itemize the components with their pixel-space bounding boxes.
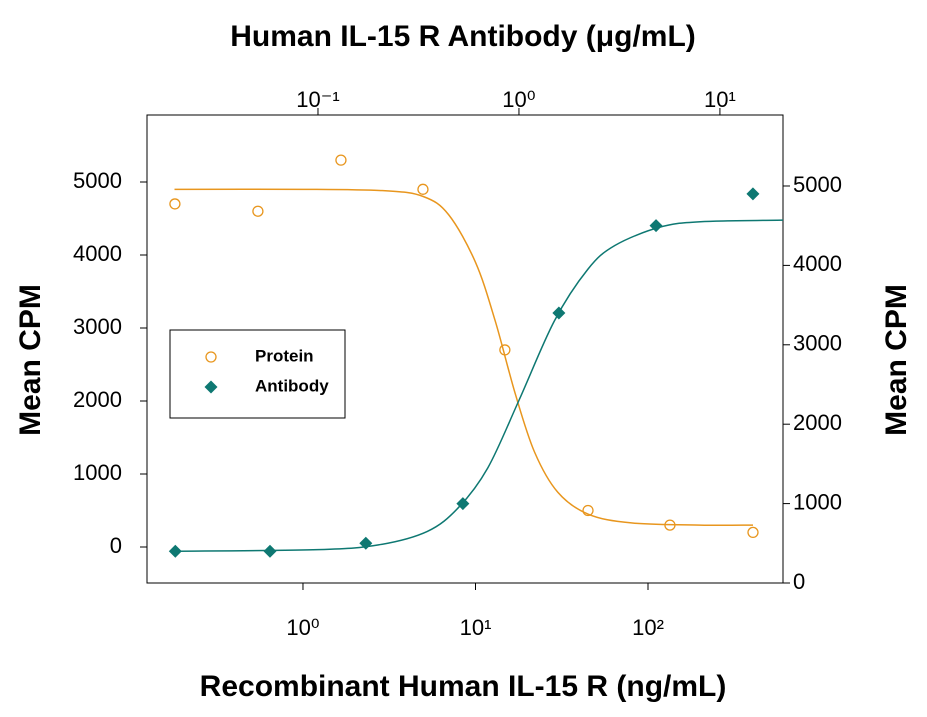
y2-tick-label: 1000: [793, 489, 842, 514]
x-tick-label: 10⁰: [286, 615, 319, 640]
data-point: [649, 219, 663, 233]
y2-tick-label: 0: [793, 569, 805, 594]
x2-tick-label: 10⁻¹: [296, 87, 339, 112]
data-point: [359, 536, 373, 550]
data-point: [747, 526, 759, 539]
data-point: [552, 306, 566, 320]
y-tick-label: 3000: [73, 314, 122, 339]
x2-tick-label: 10¹: [704, 87, 736, 112]
data-point: [168, 544, 182, 558]
data-point: [263, 544, 277, 558]
y-tick-label: 1000: [73, 460, 122, 485]
data-point: [746, 187, 760, 201]
y2-axis-title: Mean CPM: [880, 284, 913, 436]
x2-tick-label: 10⁰: [502, 87, 535, 112]
y2-tick-label: 4000: [793, 251, 842, 276]
data-point: [582, 504, 594, 517]
legend-box: [169, 329, 346, 419]
data-point: [169, 198, 181, 210]
data-point: [335, 154, 347, 166]
y-tick-label: 4000: [73, 241, 122, 266]
legend-label: Antibody: [255, 376, 329, 395]
y-tick-label: 0: [110, 533, 122, 558]
x-tick-label: 10¹: [460, 615, 492, 640]
data-point: [456, 497, 470, 511]
x-tick-label: 10²: [632, 615, 664, 640]
y2-tick-label: 3000: [793, 331, 842, 356]
y-tick-label: 5000: [73, 168, 122, 193]
top-axis-title: Human IL-15 R Antibody (μg/mL): [230, 20, 696, 53]
y2-tick-label: 2000: [793, 410, 842, 435]
legend-marker: [204, 380, 218, 394]
data-point: [499, 344, 511, 356]
legend-label: Protein: [255, 346, 314, 365]
y2-tick-label: 5000: [793, 172, 842, 197]
y-axis-title: Mean CPM: [14, 284, 47, 436]
fit-curve: [174, 188, 753, 527]
y-tick-label: 2000: [73, 387, 122, 412]
data-point: [417, 183, 429, 195]
data-point: [252, 205, 264, 217]
legend-marker: [205, 351, 217, 363]
data-point: [664, 519, 676, 531]
x-axis-title: Recombinant Human IL-15 R (ng/mL): [200, 670, 727, 703]
